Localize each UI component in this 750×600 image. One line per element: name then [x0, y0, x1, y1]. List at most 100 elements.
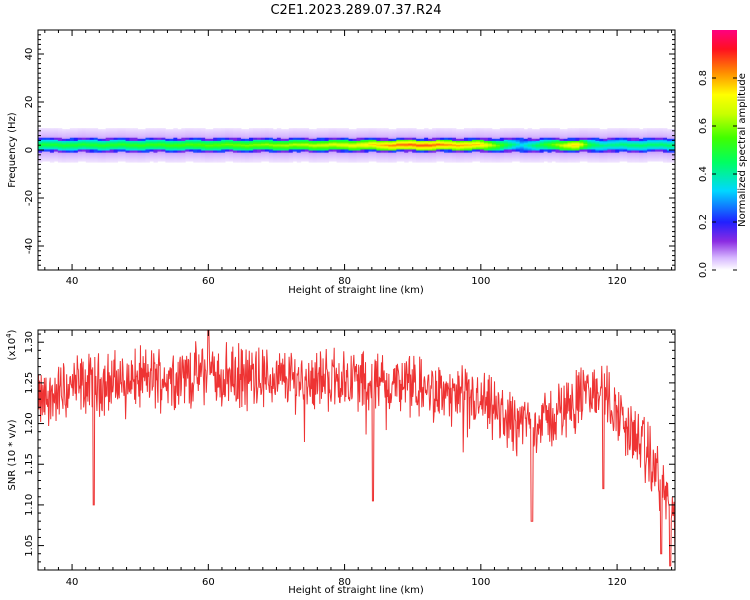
spectrogram-cell: [41, 153, 47, 156]
spectrogram-cell: [571, 147, 576, 149]
spectrogram-cell: [101, 151, 107, 153]
spectrogram-cell: [308, 142, 314, 144]
spectrogram-cell: [165, 147, 170, 149]
spectrogram-cell: [205, 143, 210, 145]
spectrogram-cell: [256, 161, 262, 163]
spectrogram-cell: [571, 159, 576, 161]
spectrogram-cell: [205, 148, 210, 150]
spectrogram-cell: [511, 130, 517, 132]
spectrogram-cell: [456, 131, 461, 133]
spectrogram-cell: [276, 138, 282, 141]
spectrogram-cell: [479, 130, 485, 132]
spectrogram-cell: [149, 133, 154, 135]
spectrogram-cell: [523, 145, 529, 147]
spectrogram-cell: [181, 135, 186, 137]
spectrogram-cell: [93, 134, 99, 136]
spectrogram-cell: [376, 139, 381, 142]
spectrogram-cell: [475, 131, 481, 133]
spectrogram-cell: [571, 150, 576, 152]
spectrogram-cell: [424, 133, 429, 135]
spectrogram-cell: [260, 159, 266, 161]
spectrogram-cell: [659, 145, 664, 147]
spectrogram-cell: [117, 158, 123, 160]
spectrogram-cell: [603, 146, 608, 148]
spectrogram-cell: [38, 151, 43, 153]
spectrogram-cell: [280, 151, 286, 153]
spectrogram-cell: [436, 137, 441, 140]
spectrogram-cell: [125, 134, 130, 136]
spectrogram-cell: [392, 129, 397, 131]
spectrogram-cell: [523, 152, 529, 155]
spectrogram-cell: [432, 153, 437, 156]
spectrogram-cell: [655, 130, 660, 132]
spectrogram-cell: [169, 152, 174, 155]
spectrogram-cell: [471, 148, 477, 150]
spectrogram-cell: [229, 146, 234, 148]
spectrogram-cell: [631, 147, 636, 149]
spectrogram-cell: [368, 136, 373, 139]
spectrogram-cell: [527, 129, 533, 131]
spectrogram-cell: [185, 158, 190, 160]
spectrogram-cell: [217, 153, 222, 156]
spectrogram-cell: [595, 133, 600, 135]
spectrogram-cell: [663, 136, 668, 139]
spectrogram-cell: [559, 152, 564, 155]
spectrogram-cell: [467, 156, 473, 159]
spectrogram-cell: [340, 136, 345, 139]
spectrogram-cell: [651, 151, 656, 153]
spectrogram-cell: [487, 128, 493, 130]
spectrogram-cell: [384, 148, 389, 150]
spectrogram-cell: [352, 153, 357, 156]
spectrogram-cell: [320, 158, 326, 160]
spectrogram-cell: [384, 153, 389, 156]
spectrogram-cell: [129, 132, 134, 134]
spectrogram-cell: [233, 161, 238, 163]
spectrogram-cell: [125, 138, 130, 141]
spectrogram-cell: [268, 151, 274, 153]
spectrogram-cell: [567, 137, 572, 140]
spectrogram-cell: [603, 130, 608, 132]
spectrogram-cell: [583, 147, 588, 149]
spectrogram-cell: [627, 139, 632, 142]
spectrogram-cell: [523, 131, 529, 133]
spectrogram-cell: [579, 149, 584, 151]
spectrogram-cell: [101, 159, 107, 161]
spectrogram-cell: [129, 143, 134, 145]
spectrogram-cell: [539, 152, 545, 155]
spectrogram-cell: [499, 150, 505, 152]
spectrogram-cell: [368, 131, 373, 133]
spectrogram-cell: [89, 149, 95, 151]
spectrogram-cell: [380, 160, 385, 162]
spectrogram-cell: [272, 131, 278, 133]
spectrogram-cell: [611, 153, 616, 156]
spectrogram-cell: [149, 151, 154, 153]
spectrogram-cell: [185, 150, 190, 152]
spectrogram-cell: [121, 146, 126, 148]
spectrogram-cell: [165, 143, 170, 145]
spectrogram-cell: [65, 148, 71, 150]
spectrogram-cell: [185, 148, 190, 150]
spectrogram-cell: [659, 150, 664, 152]
spectrogram-cell: [344, 140, 349, 143]
spectrogram-cell: [599, 129, 604, 131]
spectrogram-cell: [89, 131, 95, 133]
spectrogram-cell: [611, 158, 616, 160]
spectrogram-cell: [101, 137, 107, 140]
spectrogram-cell: [209, 132, 214, 134]
spectrogram-cell: [320, 128, 326, 130]
spectrogram-cell: [137, 142, 142, 144]
spectrogram-cell: [280, 160, 286, 162]
spectrogram-cell: [603, 131, 608, 133]
spectrogram-cell: [41, 133, 47, 135]
spectrogram-cell: [551, 132, 556, 134]
spectrogram-cell: [276, 129, 282, 131]
spectrogram-cell: [221, 158, 226, 160]
spectrogram-cell: [217, 159, 222, 161]
spectrogram-cell: [340, 130, 345, 132]
spectrogram-cell: [348, 149, 353, 151]
spectrogram-cell: [603, 134, 608, 136]
spectrogram-cell: [607, 156, 612, 159]
spectrogram-cell: [376, 154, 381, 157]
spectrogram-cell: [89, 128, 95, 130]
spectrogram-cell: [567, 154, 572, 157]
